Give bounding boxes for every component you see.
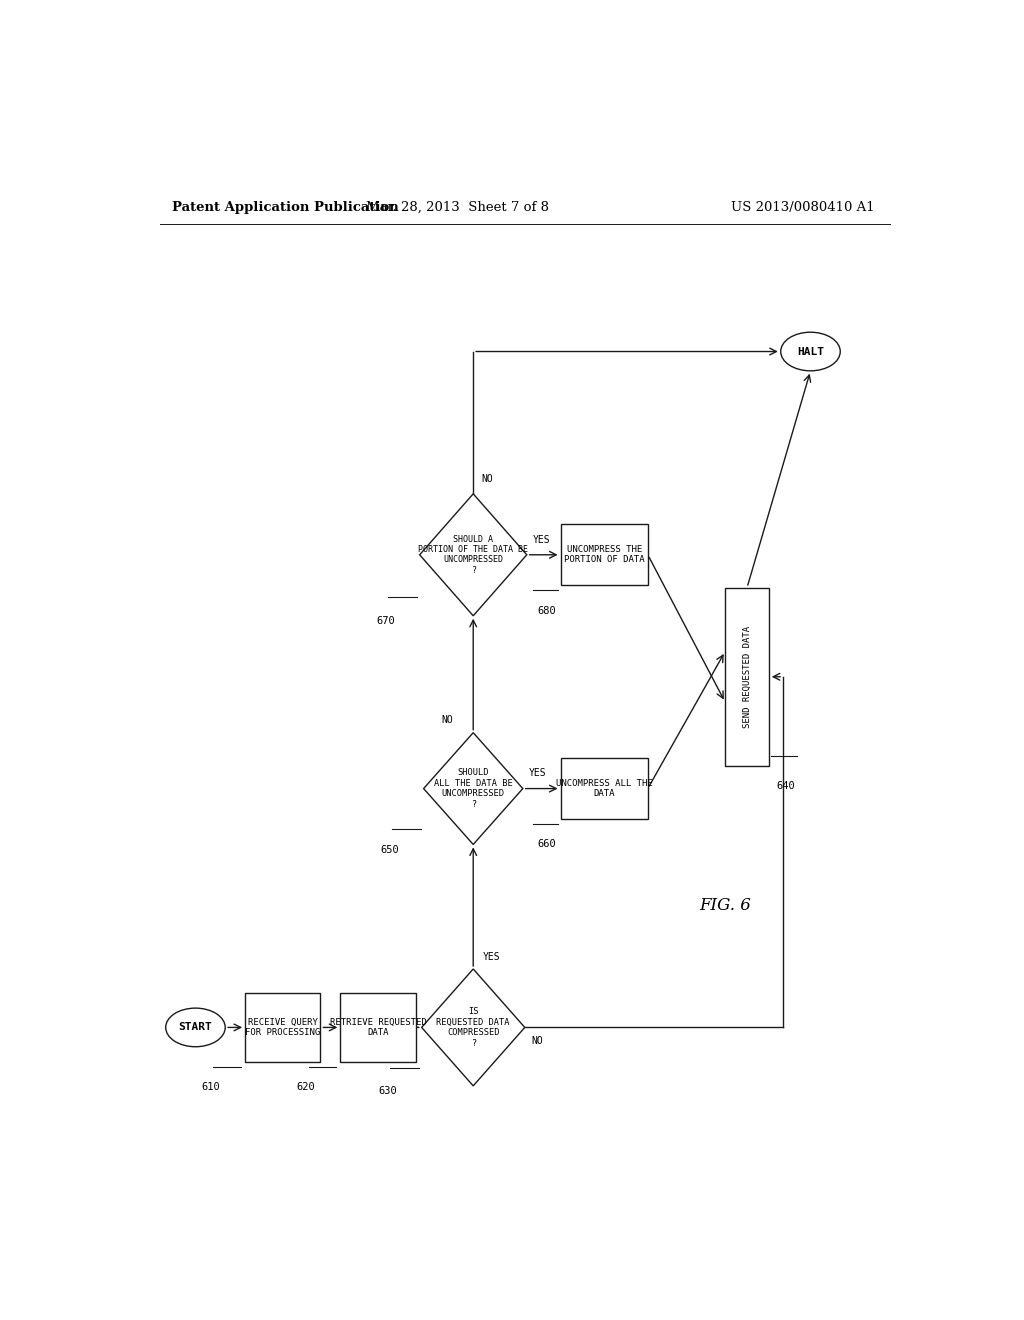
Text: YES: YES [534,535,551,545]
Polygon shape [422,969,524,1086]
Text: SHOULD
ALL THE DATA BE
UNCOMPRESSED
?: SHOULD ALL THE DATA BE UNCOMPRESSED ? [434,768,513,809]
Text: 640: 640 [777,781,796,791]
Text: HALT: HALT [797,347,824,356]
Text: IS
REQUESTED DATA
COMPRESSED
?: IS REQUESTED DATA COMPRESSED ? [436,1007,510,1048]
Text: YES: YES [482,952,501,962]
Text: UNCOMPRESS THE
PORTION OF DATA: UNCOMPRESS THE PORTION OF DATA [564,545,644,565]
FancyBboxPatch shape [560,524,648,585]
Text: FIG. 6: FIG. 6 [699,898,752,913]
Ellipse shape [166,1008,225,1047]
Text: 630: 630 [378,1086,396,1096]
FancyBboxPatch shape [560,758,648,818]
Text: 680: 680 [538,606,556,615]
Text: 670: 670 [376,616,394,626]
Text: NO: NO [441,715,454,726]
Polygon shape [420,494,526,615]
FancyBboxPatch shape [725,587,769,766]
Text: RETRIEVE REQUESTED
DATA: RETRIEVE REQUESTED DATA [330,1018,426,1038]
Ellipse shape [780,333,841,371]
Text: 620: 620 [297,1082,315,1093]
Text: Patent Application Publication: Patent Application Publication [172,201,398,214]
FancyBboxPatch shape [245,993,321,1063]
Text: NO: NO [531,1036,543,1045]
Text: START: START [178,1023,212,1032]
Text: 660: 660 [538,840,556,850]
Text: 610: 610 [202,1082,220,1093]
Text: SHOULD A
PORTION OF THE DATA BE
UNCOMPRESSED
?: SHOULD A PORTION OF THE DATA BE UNCOMPRE… [418,535,528,576]
Text: US 2013/0080410 A1: US 2013/0080410 A1 [731,201,874,214]
Text: YES: YES [529,768,547,779]
Text: SEND REQUESTED DATA: SEND REQUESTED DATA [742,626,752,727]
Text: NO: NO [481,474,493,483]
Polygon shape [424,733,523,845]
Text: RECEIVE QUERY
FOR PROCESSING: RECEIVE QUERY FOR PROCESSING [245,1018,321,1038]
FancyBboxPatch shape [340,993,416,1063]
Text: UNCOMPRESS ALL THE
DATA: UNCOMPRESS ALL THE DATA [556,779,652,799]
Text: 650: 650 [380,845,398,854]
Text: Mar. 28, 2013  Sheet 7 of 8: Mar. 28, 2013 Sheet 7 of 8 [366,201,549,214]
